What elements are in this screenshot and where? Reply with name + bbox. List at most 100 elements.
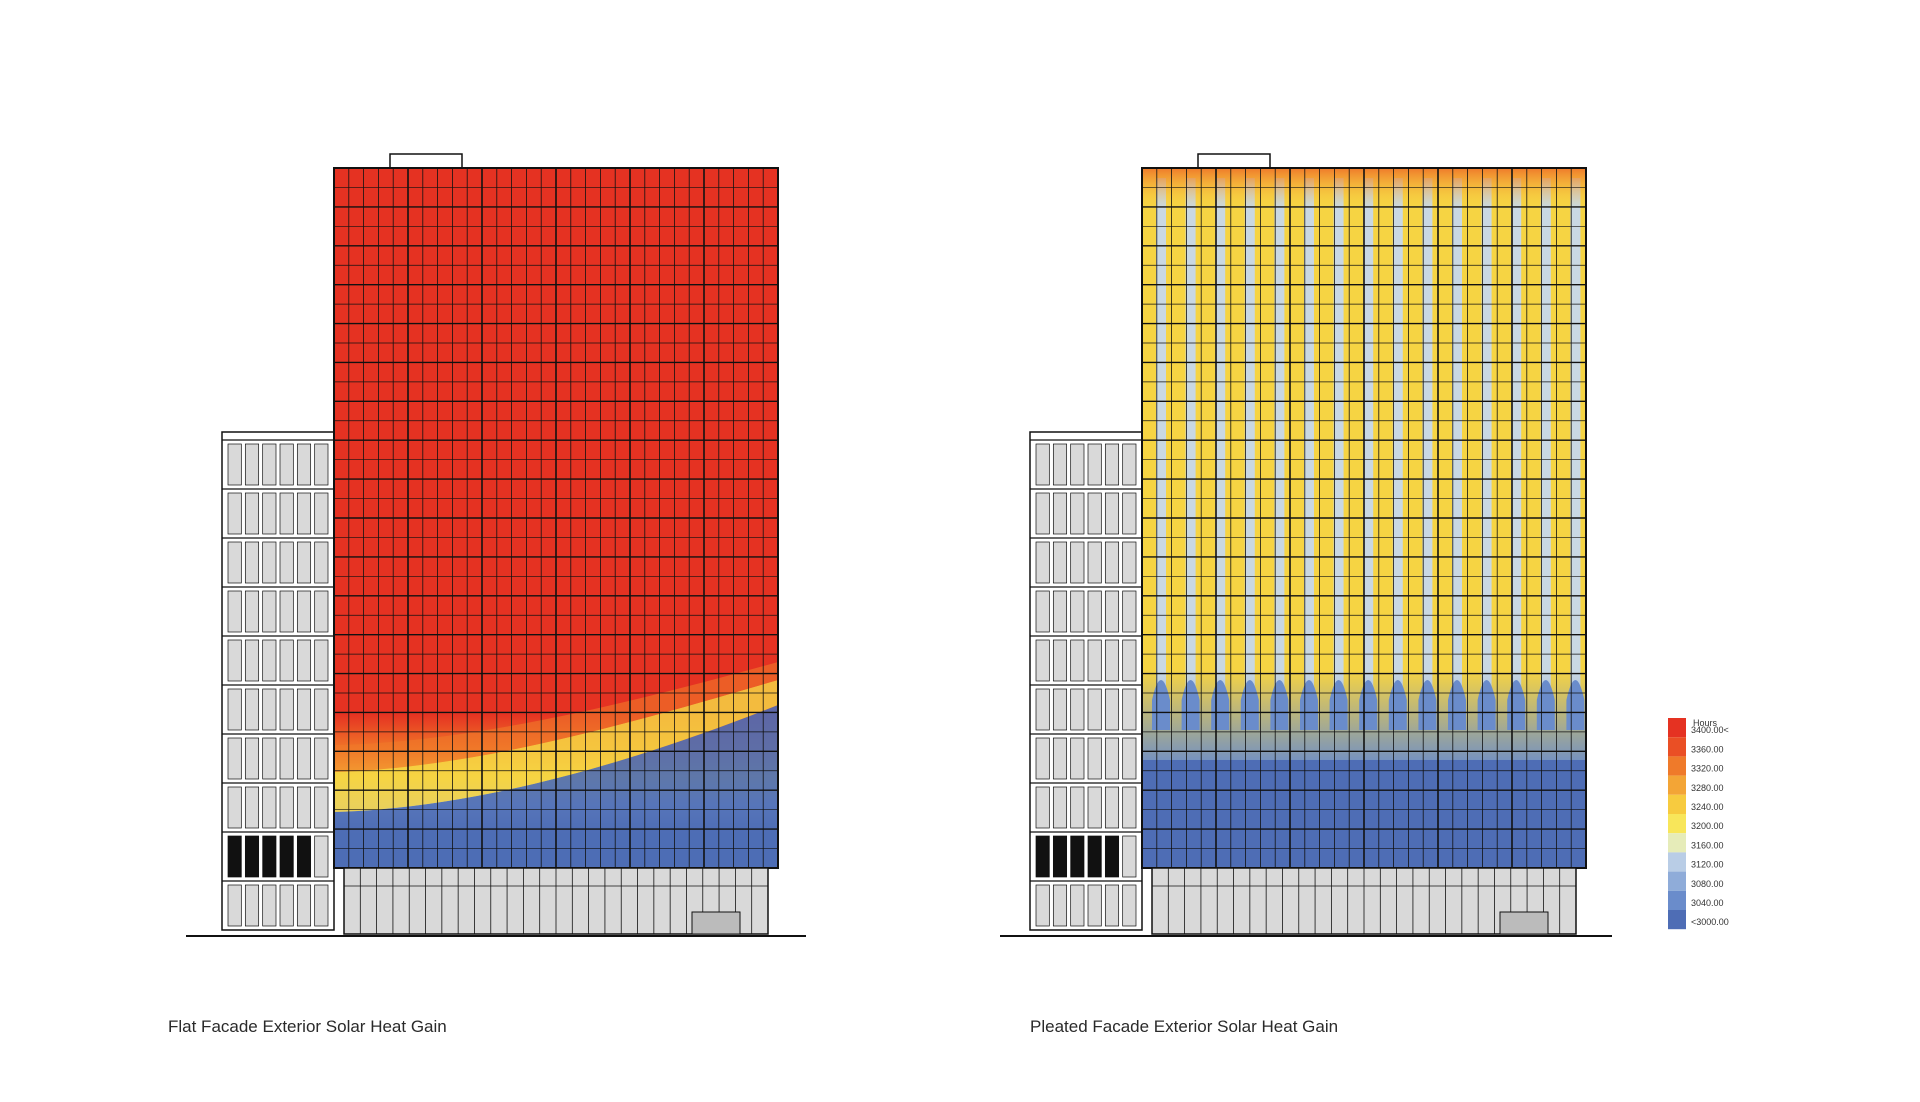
low-rise-window bbox=[1052, 443, 1068, 486]
low-rise-window bbox=[1052, 639, 1068, 682]
pale-stripe bbox=[1244, 178, 1255, 698]
low-rise-window bbox=[279, 639, 294, 682]
low-rise-window bbox=[262, 786, 277, 829]
low-rise-window bbox=[1087, 443, 1102, 486]
low-rise-window bbox=[244, 541, 260, 584]
low-rise-window bbox=[227, 639, 242, 682]
legend-label: 3040.00 bbox=[1691, 898, 1724, 908]
pale-stripe bbox=[1392, 178, 1403, 698]
low-rise-window bbox=[1104, 737, 1120, 780]
low-rise-window bbox=[1087, 492, 1102, 535]
low-rise-window bbox=[1104, 786, 1120, 829]
pale-stripe bbox=[1156, 178, 1166, 698]
legend-swatch bbox=[1668, 833, 1686, 853]
pale-stripe bbox=[1452, 178, 1462, 698]
low-rise-window bbox=[1070, 737, 1085, 780]
low-rise-window bbox=[1087, 688, 1102, 731]
low-rise-window bbox=[1070, 639, 1085, 682]
pleated-facade-caption: Pleated Facade Exterior Solar Heat Gain bbox=[1030, 1017, 1339, 1036]
legend-label: <3000.00 bbox=[1691, 917, 1729, 927]
low-rise-window bbox=[244, 443, 260, 486]
low-rise-window bbox=[1070, 884, 1085, 927]
low-rise-window bbox=[1070, 786, 1085, 829]
low-rise-window bbox=[1122, 492, 1137, 535]
low-rise-window bbox=[1035, 541, 1050, 584]
pale-stripe bbox=[1304, 178, 1314, 698]
low-rise-window bbox=[244, 492, 260, 535]
pale-stripe bbox=[1481, 178, 1492, 698]
low-rise-window bbox=[262, 884, 277, 927]
low-rise-window bbox=[314, 541, 329, 584]
low-rise-window bbox=[1104, 590, 1120, 633]
low-rise-window bbox=[1035, 639, 1050, 682]
low-rise-window bbox=[1122, 884, 1137, 927]
low-rise-window bbox=[262, 688, 277, 731]
legend-label: 3400.00< bbox=[1691, 725, 1729, 735]
low-rise-window bbox=[1104, 443, 1120, 486]
legend-swatch bbox=[1668, 756, 1686, 776]
low-rise-window bbox=[1104, 835, 1120, 878]
rooftop-box bbox=[1197, 153, 1271, 170]
low-rise-window bbox=[1122, 639, 1137, 682]
pleated-podium bbox=[1151, 867, 1577, 935]
low-rise-window bbox=[1052, 688, 1068, 731]
low-rise-window bbox=[262, 492, 277, 535]
legend-swatch bbox=[1668, 852, 1686, 872]
pale-stripe bbox=[1422, 178, 1433, 698]
low-rise-window bbox=[314, 737, 329, 780]
low-rise-window bbox=[1035, 688, 1050, 731]
low-rise-building bbox=[1029, 431, 1143, 931]
low-rise-window bbox=[1035, 492, 1050, 535]
pale-stripe bbox=[1570, 178, 1581, 698]
low-rise-window bbox=[279, 590, 294, 633]
low-rise-window bbox=[227, 492, 242, 535]
legend-swatch bbox=[1668, 737, 1686, 757]
low-rise-window bbox=[314, 590, 329, 633]
legend-label: 3160.00 bbox=[1691, 840, 1724, 850]
legend-swatch bbox=[1668, 814, 1686, 834]
low-rise-window bbox=[279, 492, 294, 535]
low-rise-window bbox=[279, 884, 294, 927]
entrance-door bbox=[691, 911, 741, 935]
legend-swatch bbox=[1668, 775, 1686, 795]
legend-swatch bbox=[1668, 718, 1686, 738]
pale-stripe bbox=[1540, 178, 1551, 698]
low-rise-window bbox=[1035, 590, 1050, 633]
low-rise-window bbox=[1070, 590, 1085, 633]
low-rise-window bbox=[1122, 688, 1137, 731]
low-rise-window bbox=[296, 541, 312, 584]
flat-facade-grid bbox=[333, 167, 779, 869]
pale-stripe bbox=[1333, 178, 1344, 698]
low-rise-window bbox=[279, 786, 294, 829]
legend-swatch bbox=[1668, 910, 1686, 930]
low-rise-window bbox=[314, 884, 329, 927]
low-rise-window bbox=[1087, 884, 1102, 927]
low-rise-window bbox=[1052, 590, 1068, 633]
low-rise-window bbox=[1035, 737, 1050, 780]
pale-stripe bbox=[1185, 178, 1196, 698]
low-rise-window bbox=[227, 786, 242, 829]
legend-label: 3320.00 bbox=[1691, 764, 1724, 774]
low-rise-window bbox=[244, 786, 260, 829]
low-rise-window bbox=[227, 884, 242, 927]
low-rise-window bbox=[279, 835, 294, 878]
low-rise-window bbox=[244, 737, 260, 780]
pale-stripe bbox=[1274, 178, 1285, 698]
legend-label: 3080.00 bbox=[1691, 879, 1724, 889]
low-rise-window bbox=[1070, 541, 1085, 584]
low-rise-window bbox=[279, 688, 294, 731]
low-rise-window bbox=[1104, 884, 1120, 927]
low-rise-window bbox=[1087, 786, 1102, 829]
low-rise-window bbox=[1122, 737, 1137, 780]
pale-stripe bbox=[1511, 178, 1522, 698]
low-rise-window bbox=[262, 835, 277, 878]
low-rise-window bbox=[1052, 835, 1068, 878]
pale-stripe bbox=[1215, 178, 1226, 698]
low-rise-window bbox=[314, 639, 329, 682]
low-rise-window bbox=[1104, 492, 1120, 535]
low-rise-window bbox=[296, 492, 312, 535]
low-rise-window bbox=[244, 639, 260, 682]
low-rise-window bbox=[1052, 737, 1068, 780]
low-rise-window bbox=[227, 835, 242, 878]
low-rise-window bbox=[1122, 443, 1137, 486]
